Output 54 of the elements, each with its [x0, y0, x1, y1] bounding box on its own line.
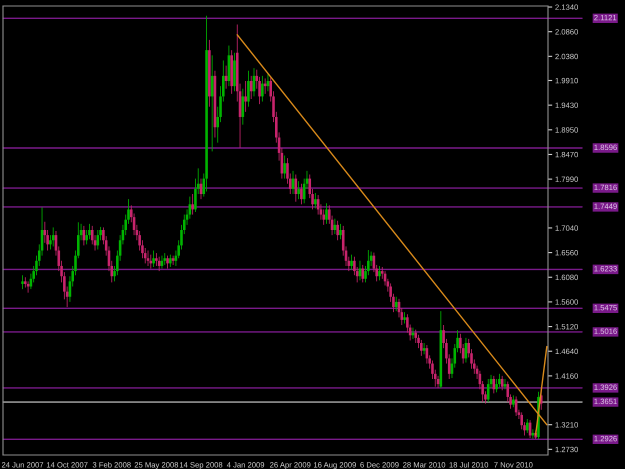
candlestick: [292, 170, 294, 194]
candlestick: [336, 220, 339, 241]
candlestick: [200, 178, 202, 200]
candlestick: [350, 254, 353, 270]
candlestick: [96, 230, 100, 250]
candlestick: [504, 378, 506, 390]
candlestick: [334, 218, 336, 235]
candlestick: [403, 312, 406, 324]
candlestick: [300, 183, 303, 205]
candlestick: [361, 264, 364, 283]
candlestick: [526, 418, 529, 434]
candlestick: [166, 255, 169, 269]
candlestick: [158, 256, 160, 272]
candlestick: [224, 65, 228, 90]
candlestick: [512, 394, 515, 408]
candlestick: [394, 296, 398, 312]
candlestick: [486, 378, 490, 403]
candlestick: [252, 68, 256, 97]
candlestick: [82, 225, 86, 246]
candlestick: [191, 194, 194, 215]
candlestick: [294, 174, 298, 202]
candlestick: [325, 202, 328, 224]
candlestick: [283, 155, 286, 180]
candlestick: [314, 192, 317, 209]
candlestick: [264, 78, 266, 94]
candlestick: [244, 80, 247, 112]
candlestick: [500, 375, 504, 391]
candlestick: [150, 254, 152, 269]
candlestick: [378, 266, 381, 281]
candlestick: [422, 342, 426, 355]
candlestick: [358, 260, 362, 281]
candlestick: [52, 227, 54, 247]
candlestick: [532, 428, 534, 439]
candlestick: [261, 75, 264, 102]
candlestick: [210, 54, 214, 152]
candlestick: [250, 75, 252, 100]
candlestick: [247, 70, 250, 108]
candlestick: [242, 88, 244, 126]
candlestick: [163, 252, 166, 266]
candlestick: [26, 280, 30, 294]
candlestick: [172, 255, 174, 266]
candlestick: [528, 420, 532, 438]
candlestick: [21, 274, 24, 290]
candlestick: [266, 72, 270, 92]
candlestick: [464, 337, 468, 363]
candlestick: [146, 250, 150, 266]
candlestick: [152, 250, 155, 268]
candlestick: [339, 223, 342, 240]
candlestick: [297, 180, 300, 200]
candlestick: [492, 375, 496, 394]
candlestick: [514, 396, 518, 416]
candlestick: [169, 254, 172, 268]
candlestick: [412, 327, 414, 340]
candlestick: [160, 255, 164, 269]
